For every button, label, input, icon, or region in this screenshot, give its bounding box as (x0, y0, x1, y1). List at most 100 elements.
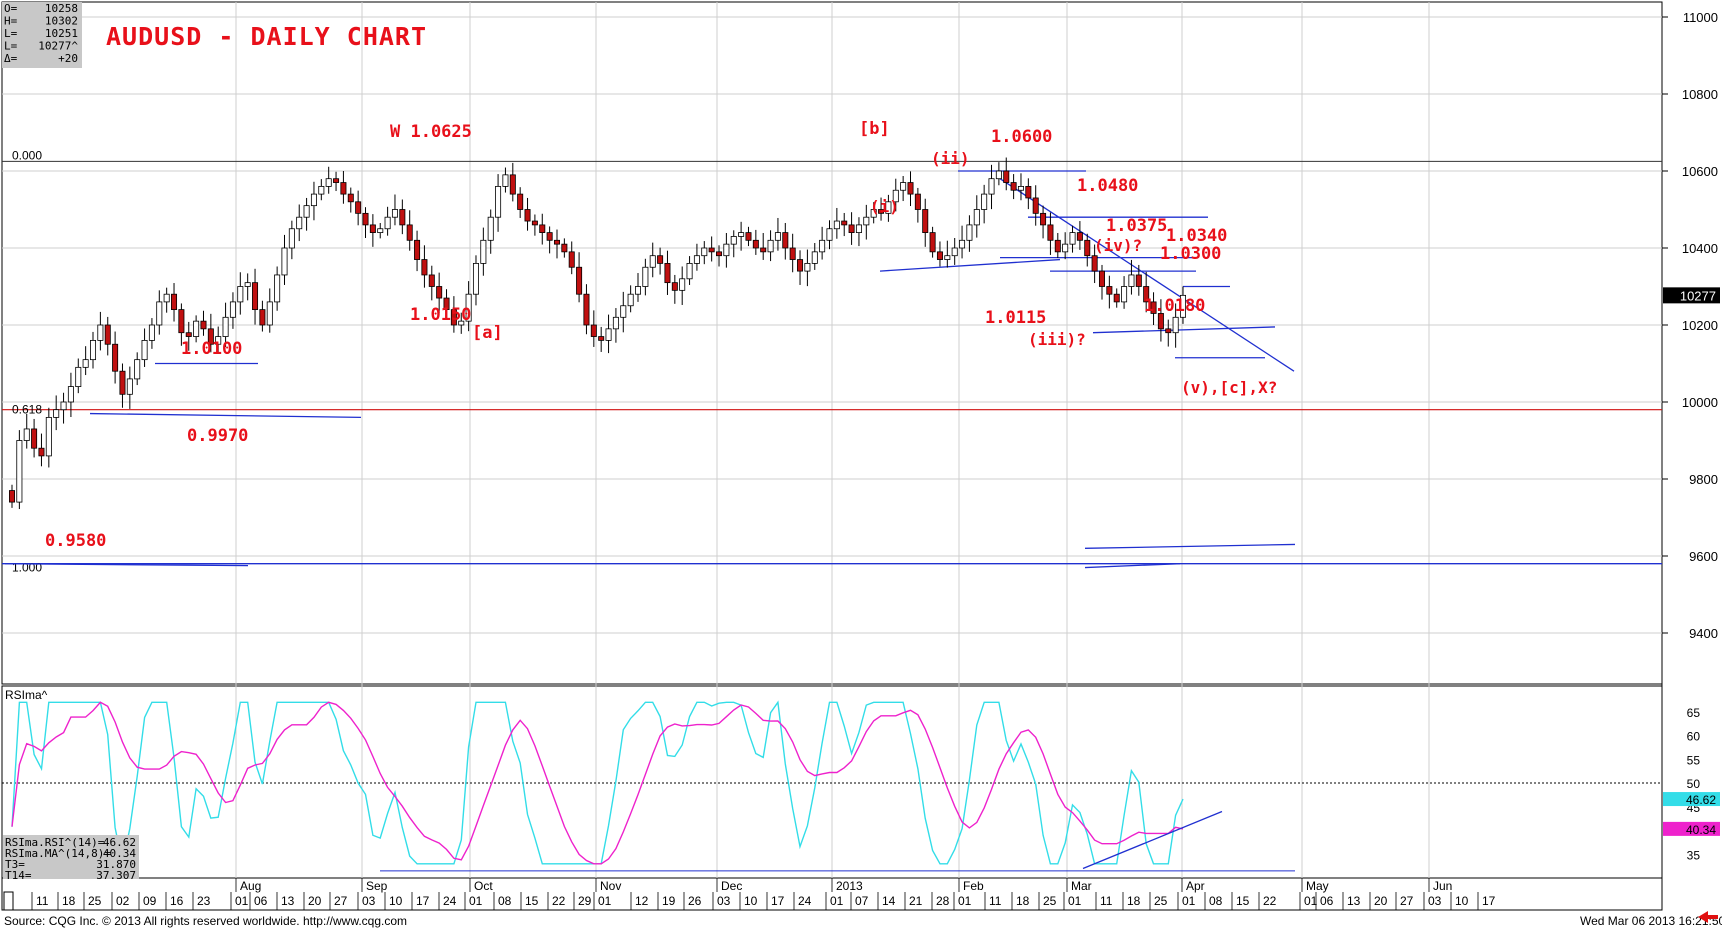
day-tick-label: 15 (525, 894, 539, 908)
day-tick-label: 29 (578, 894, 592, 908)
ohlc-key: L= (4, 27, 18, 40)
last-price-tag (1663, 287, 1720, 304)
candle-body (259, 309, 266, 326)
candle-body (1172, 316, 1179, 334)
candle-body (215, 336, 222, 345)
candle-body (539, 224, 546, 233)
day-tick-label: 21 (909, 894, 923, 908)
candle-body (244, 282, 251, 287)
rsi-trendline (1082, 810, 1223, 870)
candle-body (745, 232, 752, 241)
day-tick-label: 01 (1304, 894, 1318, 908)
candle-body (730, 236, 737, 245)
indicator-readout: RSIma.RSI^(14)=46.62RSIma.MA^(14,8)=40.3… (3, 835, 139, 882)
day-tick-label: 25 (88, 894, 102, 908)
candle-body (163, 293, 170, 303)
candle-body (318, 185, 325, 195)
candle-body (472, 262, 479, 295)
candle-body (355, 201, 362, 214)
candle-body (553, 239, 560, 245)
candle-body (833, 220, 840, 230)
candle-body (377, 228, 384, 233)
candle-body (1121, 286, 1128, 303)
candle-body (1040, 212, 1047, 226)
candle-body (1003, 170, 1010, 183)
candle-body (90, 339, 97, 361)
candle-body (870, 209, 877, 218)
candle-body (959, 239, 966, 249)
candle-body (649, 255, 656, 268)
candle-body (981, 193, 988, 210)
candle-body (399, 209, 406, 226)
wave-annotation: (i) (870, 197, 899, 216)
candle-body (738, 232, 745, 237)
candle-body (134, 359, 141, 380)
day-tick-label: 24 (798, 894, 812, 908)
candle-body (797, 259, 804, 272)
price-axis: 11000 10800 10600 10400 10200 10000 9800 9600 94… (1662, 10, 1720, 641)
day-tick-label: 18 (62, 894, 76, 908)
candle-body (303, 205, 310, 218)
scroll-right-arrow-icon[interactable] (1698, 911, 1718, 923)
readout-value: 46.62 (103, 836, 136, 849)
day-tick-label: 01 (958, 894, 972, 908)
candle-body (1069, 232, 1076, 245)
candle-body (1143, 286, 1150, 303)
candle-body (1180, 294, 1187, 318)
candle-body (922, 209, 929, 234)
candle-body (583, 293, 590, 326)
candle-body (38, 447, 45, 457)
price-tick-label: 10600 (1682, 164, 1718, 179)
trendline (879, 258, 1061, 272)
day-tick-label: 06 (254, 894, 268, 908)
day-tick-label: 01 (598, 894, 612, 908)
candle-body (900, 182, 907, 191)
rsi-tick-label: 60 (1687, 730, 1701, 744)
candle-body (185, 332, 192, 337)
candle-body (391, 209, 398, 218)
candle-body (126, 378, 133, 395)
day-tick-label: 26 (688, 894, 702, 908)
day-tick-label: 25 (1043, 894, 1057, 908)
ohlc-value: +20 (58, 52, 78, 65)
candle-body (421, 259, 428, 276)
candle-body (1062, 243, 1069, 253)
candle-body (450, 309, 457, 326)
axis-scroll-box (3, 891, 14, 911)
indicator-label: RSIma^ (5, 688, 48, 702)
day-tick-label: 01 (1068, 894, 1082, 908)
candle-body (296, 216, 303, 230)
readout-key: RSIma.RSI^(14)= (5, 836, 105, 849)
wave-annotation: (ii) (931, 149, 970, 168)
day-tick-label: 11 (1100, 894, 1113, 908)
candle-body (804, 262, 811, 272)
candle-body (936, 251, 943, 260)
month-tick-label: Aug (240, 879, 261, 893)
price-tick-label: 10800 (1682, 87, 1718, 102)
candle-body (723, 243, 730, 257)
candle-body (789, 247, 796, 260)
candle-body (200, 320, 207, 330)
candle-body (428, 274, 435, 287)
candle-body (274, 274, 281, 303)
day-tick-label: 09 (143, 894, 157, 908)
candle-body (480, 239, 487, 264)
trendline (1084, 543, 1296, 549)
wave-annotation: (v),[c],X? (1181, 378, 1277, 397)
rsi-ma-value-label: 40.34 (1686, 823, 1716, 837)
month-tick-label: Feb (963, 879, 984, 893)
day-tick-label: 28 (936, 894, 950, 908)
candle-body (1098, 270, 1105, 287)
candle-body (45, 416, 52, 457)
candle-body (148, 324, 155, 341)
candle-body (568, 251, 575, 268)
month-tick-label: Apr (1186, 879, 1205, 893)
candle-body (60, 401, 67, 411)
rsi-value-tag (1663, 792, 1720, 807)
candle-body (988, 178, 995, 195)
candle-body (8, 490, 15, 503)
candle-body (848, 224, 855, 233)
candle-body (841, 220, 848, 226)
candle-body (701, 247, 708, 257)
